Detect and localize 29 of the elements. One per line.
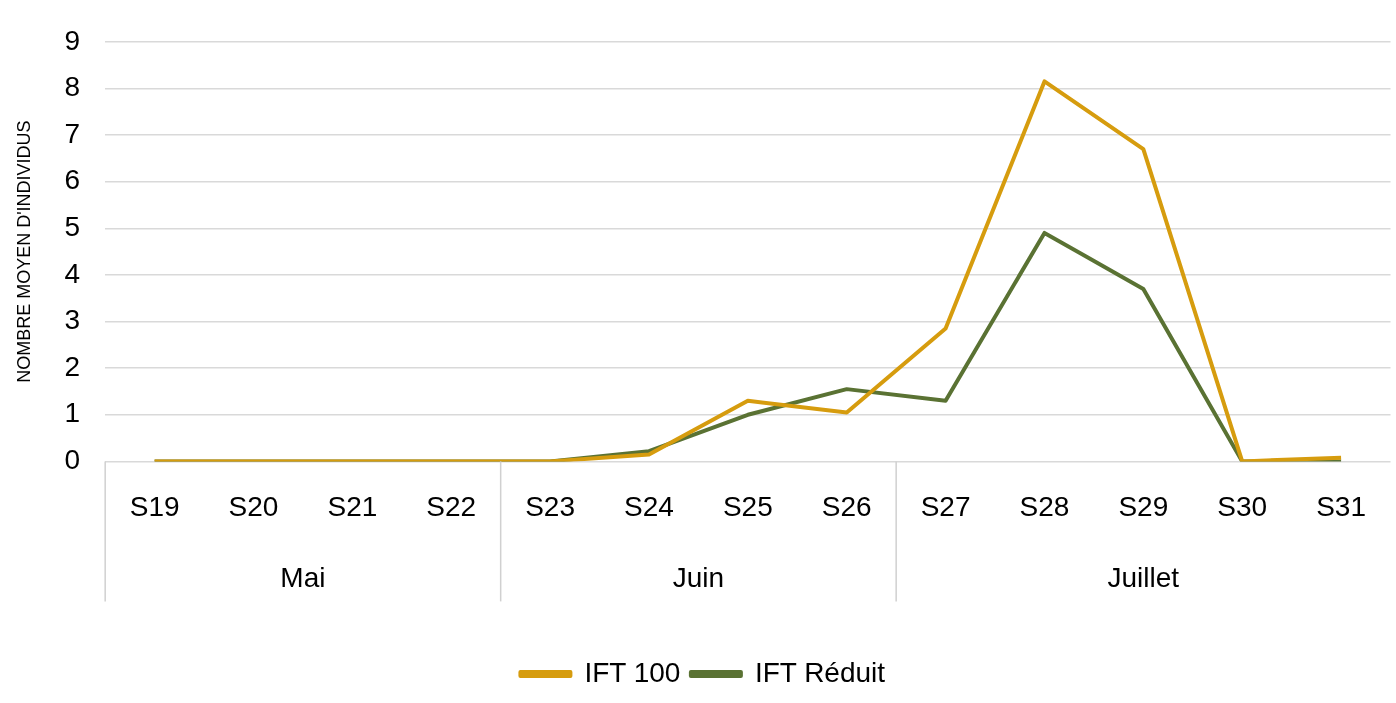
x-tick-label: S24 xyxy=(624,490,674,522)
x-tick-label: S30 xyxy=(1217,490,1268,522)
text: Juin xyxy=(672,562,725,594)
y-tick-label: 6 xyxy=(64,164,81,196)
x-tick-label: S28 xyxy=(1019,490,1070,522)
x-tick-label: S21 xyxy=(327,490,378,522)
legend-label: IFT 100 xyxy=(584,656,681,688)
y-tick-label: 2 xyxy=(64,350,81,382)
text: Juillet xyxy=(1107,562,1180,594)
x-tick-label: S25 xyxy=(722,490,773,522)
y-tick-label: 7 xyxy=(64,117,81,149)
x-tick-label: S23 xyxy=(525,490,576,522)
y-tick-label: 8 xyxy=(64,71,81,103)
y-tick-label: 9 xyxy=(64,24,81,56)
legend-label: IFT Réduit xyxy=(754,656,886,688)
x-tick-label: S26 xyxy=(821,490,872,522)
text: Mai xyxy=(280,562,326,594)
x-tick-label: S29 xyxy=(1118,490,1169,522)
x-tick-label: S22 xyxy=(426,490,477,522)
y-tick-label: 4 xyxy=(64,257,81,289)
x-tick-label: S31 xyxy=(1316,490,1366,522)
x-tick-label: S19 xyxy=(129,490,180,522)
x-tick-label: S20 xyxy=(228,490,279,522)
y-tick-label: 3 xyxy=(64,304,81,336)
y-tick-label: 1 xyxy=(64,397,81,429)
y-tick-label: 5 xyxy=(64,211,81,243)
x-tick-label: S27 xyxy=(920,490,971,522)
y-axis-title: NOMBRE MOYEN D'INDIVIDUS xyxy=(13,120,34,383)
y-tick-label: 0 xyxy=(64,444,81,476)
